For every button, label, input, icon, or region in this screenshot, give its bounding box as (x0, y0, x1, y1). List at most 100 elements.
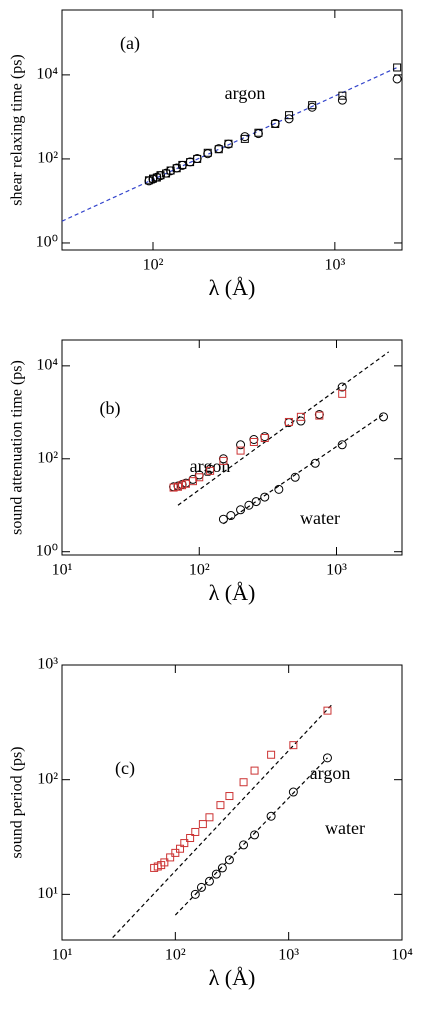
marker-square (171, 848, 180, 857)
marker-square (193, 154, 202, 163)
marker-square (271, 119, 280, 128)
marker-square (203, 148, 212, 157)
marker-square (254, 128, 263, 137)
fit-line (61, 66, 398, 222)
fit-line (223, 413, 384, 525)
marker-square (260, 434, 269, 443)
marker-circle (296, 416, 306, 426)
x-tick-label: 10⁴ (391, 947, 413, 964)
marker-square (240, 134, 249, 143)
marker-square (186, 834, 195, 843)
y-axis-label: sound period (ps) (9, 747, 26, 859)
y-tick-label: 10² (37, 150, 58, 167)
y-tick-label: 10² (37, 770, 58, 787)
y-tick-label: 10¹ (37, 885, 58, 902)
x-tick-label: 10¹ (52, 947, 73, 964)
marker-circle (337, 95, 347, 105)
marker-square (173, 482, 182, 491)
marker-square (214, 145, 223, 154)
marker-circle (337, 382, 347, 392)
marker-square (296, 412, 305, 421)
marker-circle (274, 484, 284, 494)
y-axis-label: sound attenuation time (ps) (9, 360, 26, 535)
plot-frame (61, 339, 403, 556)
marker-circle (322, 753, 332, 763)
fit-line (174, 757, 328, 916)
marker-circle (204, 876, 214, 886)
marker-square (393, 63, 402, 72)
marker-circle (239, 840, 249, 850)
marker-square (219, 456, 228, 465)
marker-square (239, 778, 248, 787)
marker-circle (307, 102, 317, 112)
marker-square (236, 446, 245, 455)
marker-circle (379, 412, 389, 422)
x-tick-label: 10² (143, 257, 164, 274)
marker-circle (251, 497, 261, 507)
marker-square (178, 160, 187, 169)
marker-square (156, 171, 165, 180)
annotation: (b) (100, 398, 121, 419)
marker-square (224, 139, 233, 148)
marker-square (191, 827, 200, 836)
marker-square (180, 839, 189, 848)
marker-square (206, 466, 215, 475)
x-tick-label: 10³ (278, 947, 299, 964)
marker-square (176, 844, 185, 853)
marker-square (285, 111, 294, 120)
marker-square (284, 417, 293, 426)
marker-square (216, 801, 225, 810)
marker-square (250, 766, 259, 775)
fit-line (177, 351, 390, 506)
marker-circle (226, 511, 236, 521)
x-tick-label: 10² (165, 947, 186, 964)
marker-circle (392, 74, 402, 84)
marker-square (195, 473, 204, 482)
y-tick-label: 10⁰ (36, 234, 58, 251)
marker-circle (310, 458, 320, 468)
plot-frame (61, 9, 403, 251)
x-tick-label: 10³ (326, 562, 347, 579)
marker-circle (337, 440, 347, 450)
y-tick-label: 10⁴ (36, 357, 58, 374)
marker-square (308, 101, 317, 110)
x-axis-label: λ (Å) (209, 275, 256, 300)
annotation: water (325, 818, 365, 838)
marker-square (338, 91, 347, 100)
marker-square (315, 411, 324, 420)
annotation: (a) (120, 33, 140, 54)
marker-circle (218, 514, 228, 524)
fit-line (112, 704, 333, 938)
marker-circle (196, 882, 206, 892)
y-axis-label: shear relaxing time (ps) (9, 54, 26, 206)
marker-square (160, 858, 169, 867)
marker-square (267, 750, 276, 759)
annotation: (c) (115, 758, 135, 779)
marker-circle (250, 830, 260, 840)
marker-square (289, 741, 298, 750)
marker-circle (224, 855, 234, 865)
marker-circle (288, 787, 298, 797)
annotation: argon (225, 83, 266, 103)
annotation: water (300, 508, 340, 528)
plot-frame (61, 664, 403, 941)
x-tick-label: 10³ (324, 257, 345, 274)
marker-square (166, 166, 175, 175)
marker-circle (190, 889, 200, 899)
x-tick-label: 10² (189, 562, 210, 579)
marker-circle (211, 869, 221, 879)
marker-circle (217, 863, 227, 873)
marker-circle (249, 435, 259, 445)
marker-square (205, 813, 214, 822)
y-tick-label: 10³ (37, 656, 58, 673)
marker-circle (244, 500, 254, 510)
marker-square (169, 483, 178, 492)
x-axis-label: λ (Å) (209, 580, 256, 605)
y-tick-label: 10² (37, 449, 58, 466)
marker-square (225, 792, 234, 801)
marker-square (198, 820, 207, 829)
x-axis-label: λ (Å) (209, 965, 256, 990)
marker-square (166, 853, 175, 862)
marker-square (249, 437, 258, 446)
x-tick-label: 10¹ (52, 562, 73, 579)
